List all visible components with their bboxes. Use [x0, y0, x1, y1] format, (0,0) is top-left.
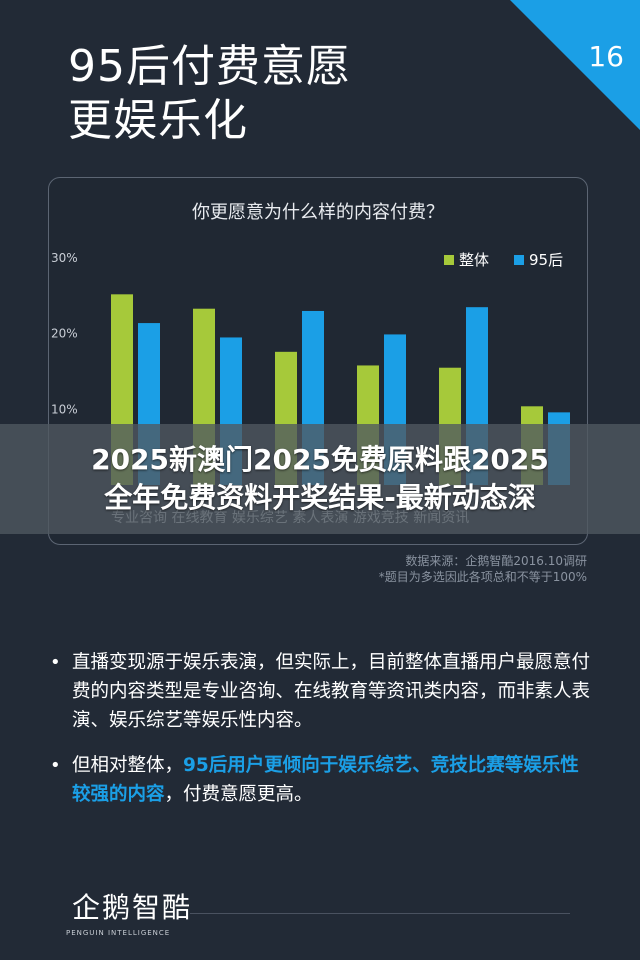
source-note-line2: *题目为多选因此各项总和不等于100%: [378, 570, 587, 584]
source-note: 数据来源：企鹅智酷2016.10调研 *题目为多选因此各项总和不等于100%: [379, 553, 587, 585]
bullet-text: ，付费意愿更高。: [164, 784, 313, 805]
legend-label: 95后: [529, 251, 563, 269]
page-number: 16: [588, 40, 624, 73]
logo-text-cn: 企鹅智酷: [72, 891, 193, 924]
legend-label: 整体: [459, 251, 489, 269]
bullet-item: • 但相对整体，95后用户更倾向于娱乐综艺、竞技比赛等娱乐性较强的内容，付费意愿更…: [50, 751, 590, 809]
legend-swatch: [444, 255, 454, 265]
page-corner-triangle: [510, 0, 640, 130]
slide-title-line1: 95后付费意愿: [68, 41, 351, 92]
slide-title: 95后付费意愿 更娱乐化: [68, 40, 351, 148]
y-tick-label: 10%: [51, 402, 78, 416]
source-note-line1: 数据来源：企鹅智酷2016.10调研: [405, 554, 587, 568]
logo-text-en: PENGUIN INTELLIGENCE: [66, 929, 171, 937]
overlay-banner: [0, 424, 640, 534]
legend-swatch: [514, 255, 524, 265]
slide-title-line2: 更娱乐化: [68, 95, 248, 146]
bullet-dot-icon: •: [50, 755, 61, 776]
bullet-text: 但相对整体，: [72, 755, 184, 776]
chart-title: 你更愿意为什么样的内容付费？: [192, 202, 444, 223]
banner-line2: 全年免费资料开奖结果-最新动态深: [104, 481, 536, 514]
bullet-dot-icon: •: [50, 652, 61, 673]
y-tick-label: 20%: [51, 327, 78, 341]
bullet-highlight-text: 95后用户更倾向于娱乐综艺、竞技比赛等娱乐性较强的内容: [72, 755, 579, 805]
bullet-list: • 直播变现源于娱乐表演，但实际上，目前整体直播用户最愿意付费的内容类型是专业咨询…: [50, 648, 590, 825]
penguin-intelligence-logo: 企鹅智酷 PENGUIN INTELLIGENCE: [62, 886, 202, 942]
y-tick-label: 30%: [51, 251, 78, 265]
bullet-text: 直播变现源于娱乐表演，但实际上，目前整体直播用户最愿意付费的内容类型是专业咨询、…: [72, 652, 591, 731]
banner-line1: 2025新澳门2025免费原料跟2025: [91, 443, 549, 476]
page-corner: 16: [510, 0, 640, 130]
overlay-banner-text: 2025新澳门2025免费原料跟2025 全年免费资料开奖结果-最新动态深: [0, 441, 640, 517]
footer-divider: [190, 913, 570, 914]
bullet-item: • 直播变现源于娱乐表演，但实际上，目前整体直播用户最愿意付费的内容类型是专业咨询…: [50, 648, 590, 735]
